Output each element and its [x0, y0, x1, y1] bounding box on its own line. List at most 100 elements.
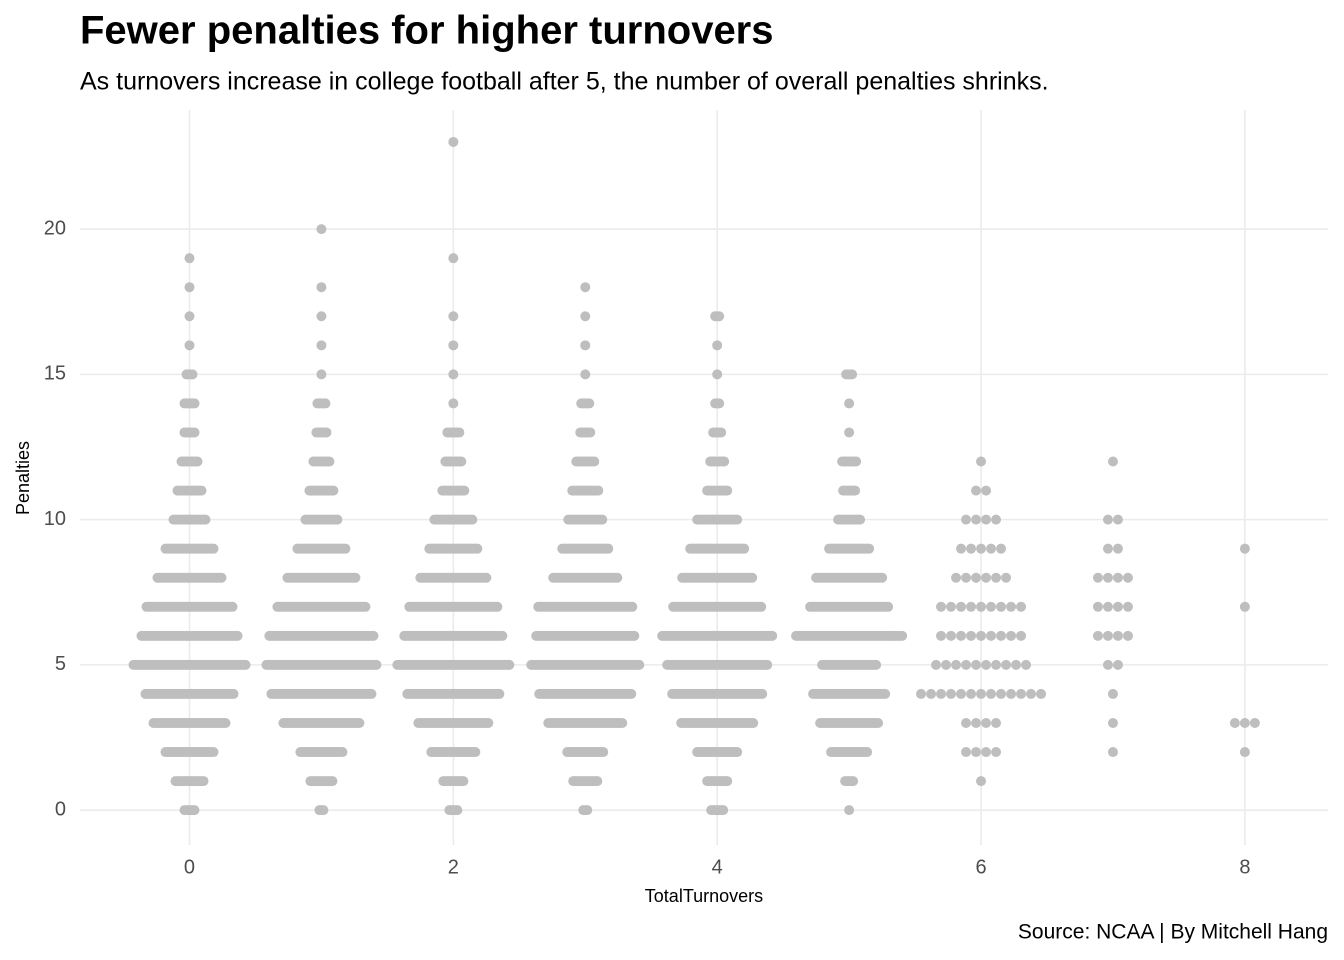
point [216, 572, 227, 583]
point [227, 601, 238, 612]
point [316, 224, 327, 235]
point [961, 659, 972, 670]
point [976, 776, 987, 787]
point [1112, 659, 1123, 670]
point [371, 659, 382, 670]
point [986, 601, 997, 612]
point [589, 456, 600, 467]
point [981, 485, 992, 496]
point [208, 747, 219, 758]
point [961, 572, 972, 583]
point [851, 456, 862, 467]
x-tick-label: 6 [975, 856, 986, 878]
point [976, 456, 987, 467]
point [714, 311, 725, 322]
x-tick-label: 8 [1239, 856, 1250, 878]
point [598, 747, 609, 758]
point [966, 543, 977, 554]
point [316, 311, 327, 322]
point [986, 630, 997, 641]
point [1112, 630, 1123, 641]
point [1092, 630, 1103, 641]
point [1107, 688, 1118, 699]
point [448, 398, 459, 409]
point [597, 514, 608, 525]
point [956, 630, 967, 641]
grid [80, 110, 1328, 845]
point [986, 688, 997, 699]
point [200, 514, 211, 525]
point [593, 485, 604, 496]
point [873, 717, 884, 728]
point [871, 659, 882, 670]
point [617, 717, 628, 728]
point [1102, 543, 1113, 554]
point [1229, 717, 1240, 728]
point [1102, 601, 1113, 612]
point [1107, 456, 1118, 467]
point [454, 427, 465, 438]
point [767, 630, 778, 641]
point [716, 427, 727, 438]
point [996, 688, 1007, 699]
point [316, 282, 327, 293]
point [318, 805, 329, 816]
point [1122, 601, 1133, 612]
point [714, 398, 725, 409]
x-tick-label: 0 [184, 856, 195, 878]
point [187, 369, 198, 380]
point [976, 601, 987, 612]
y-axis-title: Penalties [13, 441, 33, 515]
point [880, 688, 891, 699]
point [971, 572, 982, 583]
points [128, 136, 1260, 816]
point [1249, 717, 1260, 728]
point [458, 776, 469, 787]
point [1016, 601, 1027, 612]
point [847, 369, 858, 380]
point [848, 776, 859, 787]
point [1239, 717, 1250, 728]
point [961, 514, 972, 525]
point [198, 776, 209, 787]
point [184, 340, 195, 351]
point [585, 427, 596, 438]
x-axis-title: TotalTurnovers [645, 886, 763, 906]
point [1006, 688, 1017, 699]
point [1006, 601, 1017, 612]
point [459, 485, 470, 496]
point [316, 369, 327, 380]
point [956, 543, 967, 554]
chart-title: Fewer penalties for higher turnovers [80, 9, 774, 53]
point [327, 776, 338, 787]
point [862, 747, 873, 758]
point [936, 630, 947, 641]
point [718, 805, 729, 816]
point [971, 747, 982, 758]
point [946, 688, 957, 699]
point [603, 543, 614, 554]
point [189, 398, 200, 409]
point [739, 543, 750, 554]
point [452, 805, 463, 816]
y-tick-label: 5 [55, 653, 66, 675]
point [966, 688, 977, 699]
point [184, 282, 195, 293]
point [504, 659, 515, 670]
point [946, 630, 957, 641]
point [472, 543, 483, 554]
point [1011, 659, 1022, 670]
point [936, 601, 947, 612]
point [612, 572, 623, 583]
point [1001, 659, 1012, 670]
point [951, 572, 962, 583]
point [996, 630, 1007, 641]
point [961, 747, 972, 758]
point [762, 659, 773, 670]
point [360, 601, 371, 612]
point [855, 514, 866, 525]
point [492, 601, 503, 612]
point [844, 805, 855, 816]
point [232, 630, 243, 641]
point [627, 601, 638, 612]
